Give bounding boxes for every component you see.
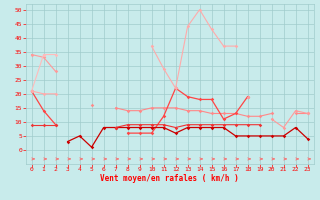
X-axis label: Vent moyen/en rafales ( km/h ): Vent moyen/en rafales ( km/h ) xyxy=(100,174,239,183)
